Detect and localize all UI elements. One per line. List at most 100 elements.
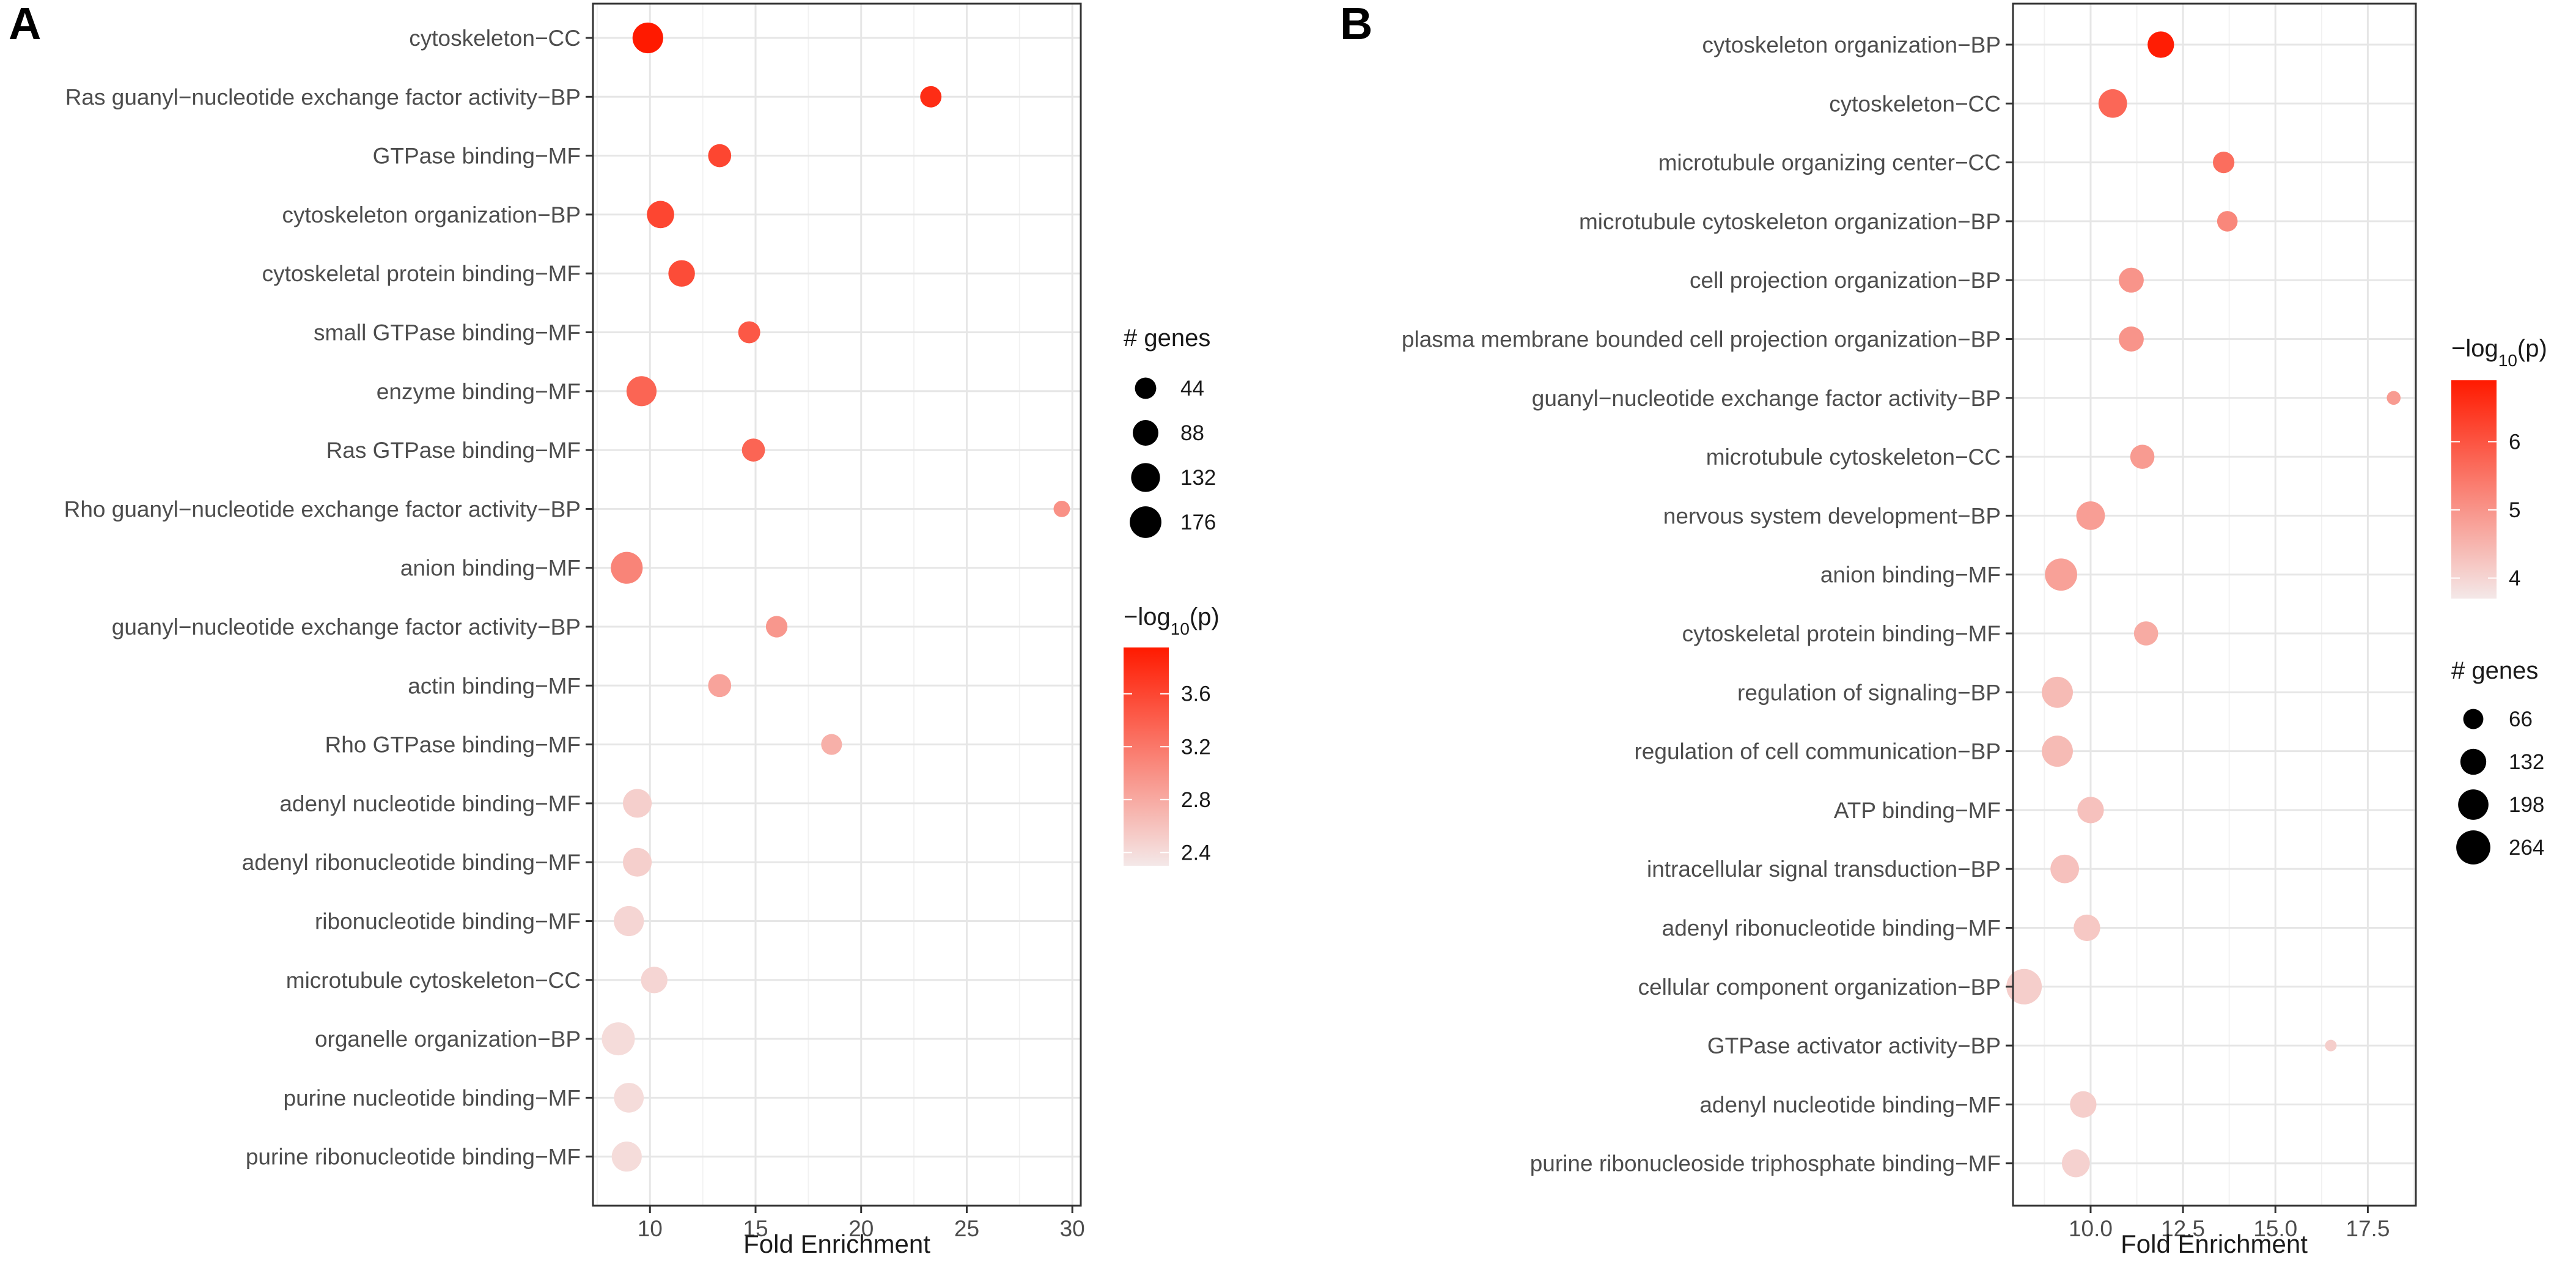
panel-a-point (668, 260, 695, 287)
panel-a-category-label: Ras GTPase binding−MF (326, 438, 581, 463)
panel-a-label: A (9, 0, 41, 49)
panel-b-point (2050, 854, 2080, 883)
panel-a-category-label: actin binding−MF (408, 673, 581, 698)
panel-b-category-label: cytoskeletal protein binding−MF (1682, 621, 2001, 646)
panel-b-point (2006, 968, 2042, 1005)
panel-a-point (623, 847, 652, 877)
panel-b-size-legend-label: 264 (2509, 836, 2544, 860)
panel-b-colorbar-label: 5 (2509, 498, 2520, 522)
panel-a-category-label: cytoskeleton−CC (409, 26, 581, 51)
panel-b-size-legend-label: 132 (2509, 750, 2544, 774)
panel-b-size-legend-label: 66 (2509, 707, 2533, 731)
panel-a-colorbar-label: 3.2 (1181, 735, 1211, 759)
panel-b-color-legend-title: −log10(p) (2451, 335, 2547, 370)
panel-a-category-label: Rho GTPase binding−MF (325, 732, 581, 758)
panel-a-category-label: organelle organization−BP (315, 1027, 581, 1052)
panel-b-point (2133, 621, 2158, 646)
panel-b-points (2006, 31, 2401, 1178)
panel-b-category-label: purine ribonucleoside triphosphate bindi… (1530, 1151, 2001, 1176)
panel-a-category-label: ribonucleotide binding−MF (315, 909, 581, 934)
panel-a-point (611, 551, 643, 584)
panel-a-plot-background (593, 4, 1081, 1206)
panel-a-color-legend-title-sub: 10 (1171, 619, 1190, 638)
panel-a-x-tick-label: 20 (848, 1216, 874, 1241)
panel-b-point (2386, 391, 2401, 405)
panel-b-point (2098, 89, 2127, 118)
panel-a-x-ticks: 10 15 20 25 30 (638, 1206, 1085, 1241)
panel-a-point (1053, 500, 1070, 517)
panel-b-category-label: microtubule organizing center−CC (1658, 150, 2001, 175)
panel-a-grid (593, 4, 1081, 1206)
panel-a-color-legend-title-tail: (p) (1190, 603, 1220, 630)
panel-a-point (647, 201, 674, 229)
panel-a-size-legend-key (1130, 506, 1161, 538)
panel-a-colorbar-label: 2.4 (1181, 841, 1211, 865)
panel-b-point (2325, 1039, 2337, 1052)
panel-a-size-legend-label: 176 (1180, 511, 1216, 534)
panel-a-category-label: GTPase binding−MF (373, 144, 581, 169)
panel-a-category-label: purine ribonucleotide binding−MF (246, 1145, 581, 1170)
panel-a-category-label: guanyl−nucleotide exchange factor activi… (112, 614, 581, 640)
panel-a-point (821, 734, 842, 755)
panel-b-point (2042, 676, 2073, 708)
panel-b-point (2061, 1149, 2090, 1178)
panel-b-category-label: microtubule cytoskeleton organization−BP (1579, 209, 2001, 234)
panel-a-category-label: cytoskeleton organization−BP (282, 202, 581, 227)
panel-b-point (2074, 914, 2100, 942)
panel-b-point (2119, 326, 2144, 352)
panel-b-category-label: cell projection organization−BP (1690, 268, 2001, 293)
panel-a-size-legend-label: 88 (1180, 421, 1204, 445)
panel-a-point (623, 789, 652, 818)
panel-b-color-legend-title-main: −log (2451, 335, 2498, 362)
panel-b-point (2217, 211, 2238, 232)
panel-a-category-label: enzyme binding−MF (377, 379, 581, 404)
panel-b-category-label: plasma membrane bounded cell projection … (1402, 327, 2001, 352)
panel-a-colorbar-label: 3.6 (1181, 682, 1211, 706)
panel-b-x-tick-label: 17.5 (2346, 1216, 2390, 1241)
panel-b-grid (2013, 4, 2416, 1206)
panel-a-point (632, 22, 663, 54)
panel-b-point (2119, 267, 2144, 293)
panel-b-point (2076, 501, 2105, 530)
panel-b-category-label: microtubule cytoskeleton−CC (1706, 444, 2001, 470)
panel-b-category-label: adenyl ribonucleotide binding−MF (1662, 916, 2001, 941)
panel-b-category-label: GTPase activator activity−BP (1707, 1033, 2001, 1058)
panel-b-point (2042, 736, 2073, 767)
panel-a-category-label: Rho guanyl−nucleotide exchange factor ac… (64, 496, 581, 522)
panel-a-category-label: small GTPase binding−MF (314, 320, 581, 345)
panel-a-color-legend: −log10(p) 2.4 2.8 3.2 3.6 (1124, 603, 1220, 866)
panel-a-point (920, 86, 942, 108)
panel-b-colorbar (2451, 380, 2497, 599)
panel-b-label: B (1340, 0, 1372, 49)
panel-b-category-labels: cytoskeleton organization−BP cytoskeleton… (1402, 32, 2013, 1176)
panel-b-size-legend: # genes 66 132 198 264 (2451, 657, 2544, 865)
panel-b-size-legend-title: # genes (2451, 657, 2538, 684)
panel-a-size-legend: # genes 44 88 132 176 (1124, 325, 1216, 538)
panel-a-color-legend-title: −log10(p) (1124, 603, 1220, 638)
panel-a-point (626, 376, 657, 407)
panel-a-points (602, 22, 1070, 1172)
panel-a-point (708, 674, 732, 698)
panel-a-color-legend-title-main: −log (1124, 603, 1171, 630)
panel-b: B cytoskeleton organization−BPcytoskelet… (1340, 0, 2547, 1258)
panel-b-color-legend: −log10(p) 4 5 6 (2451, 335, 2547, 599)
panel-b-category-label: guanyl−nucleotide exchange factor activi… (1532, 386, 2001, 411)
panel-b-x-tick-label: 15.0 (2253, 1216, 2297, 1241)
panel-b-x-ticks: 10.0 12.5 15.0 17.5 (2069, 1206, 2390, 1241)
panel-a: A cytoskeleton−CC Ras guanyl−nucleotide e… (9, 0, 1220, 1258)
panel-b-category-label: cytoskeleton organization−BP (1702, 32, 2001, 57)
panel-b-category-label: cytoskeleton−CC (1829, 91, 2001, 116)
panel-b-point (2213, 151, 2235, 174)
panel-a-point (765, 616, 788, 638)
panel-b-size-legend-key (2458, 789, 2489, 820)
panel-b-size-legend-key (2456, 830, 2490, 865)
panel-a-category-label: purine nucleotide binding−MF (284, 1085, 581, 1110)
panel-b-colorbar-label: 4 (2509, 567, 2520, 591)
panel-a-category-label: microtubule cytoskeleton−CC (286, 968, 581, 993)
panel-b-category-label: ATP binding−MF (1834, 798, 2001, 823)
panel-a-colorbar (1124, 647, 1169, 866)
panel-a-point (708, 144, 732, 168)
panel-a-point (742, 438, 765, 462)
panel-a-category-label: anion binding−MF (400, 556, 581, 581)
